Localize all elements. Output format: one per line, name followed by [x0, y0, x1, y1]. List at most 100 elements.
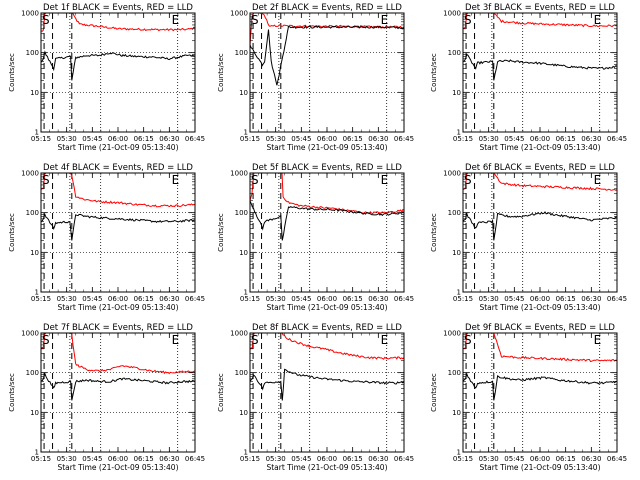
- panel-title: Det 8f BLACK = Events, RED = LLD: [252, 323, 402, 333]
- x-tick-label: 05:45: [291, 135, 311, 143]
- detector-panel-5: Det 5f BLACK = Events, RED = LLD 1 10 100 10…: [217, 163, 414, 312]
- detector-panel-3: Det 3f BLACK = Events, RED = LLD 1 10 100 10…: [430, 3, 627, 152]
- x-tick-label: 06:30: [581, 295, 601, 303]
- plot-frame: [40, 12, 196, 133]
- y-tick-label: 10: [239, 249, 248, 257]
- start-marker: S: [251, 333, 259, 347]
- plot-frame: [462, 172, 618, 293]
- x-tick-label: 05:15: [240, 295, 260, 303]
- x-axis-label: Start Time (21-Oct-09 05:13:40): [57, 463, 178, 472]
- x-tick-label: 05:30: [57, 135, 77, 143]
- y-tick-label: 100: [235, 369, 248, 377]
- y-tick-label: 1: [35, 449, 39, 457]
- y-tick-label: 100: [26, 49, 39, 57]
- series-line-events: [40, 50, 196, 81]
- y-tick-label: 1000: [230, 10, 248, 18]
- x-tick-label: 06:45: [394, 455, 414, 463]
- end-marker: E: [594, 13, 602, 27]
- y-axis-label: Counts/sec: [430, 213, 438, 252]
- x-tick-label: 05:15: [453, 295, 473, 303]
- x-tick-label: 06:15: [134, 455, 154, 463]
- x-tick-label: 05:45: [504, 455, 524, 463]
- series-line-events: [462, 372, 617, 401]
- y-tick-label: 1: [457, 129, 461, 137]
- y-tick-label: 100: [448, 369, 461, 377]
- series-line-events: [249, 200, 405, 241]
- y-tick-label: 100: [448, 209, 461, 217]
- x-tick-label: 06:15: [134, 295, 154, 303]
- x-tick-label: 05:30: [57, 295, 77, 303]
- x-tick-label: 05:30: [479, 135, 499, 143]
- x-axis-label: Start Time (21-Oct-09 05:13:40): [479, 463, 600, 472]
- y-tick-label: 1: [35, 129, 39, 137]
- y-axis-label: Counts/sec: [217, 373, 225, 412]
- y-tick-label: 100: [26, 369, 39, 377]
- y-tick-label: 10: [30, 409, 39, 417]
- x-tick-label: 05:45: [504, 135, 524, 143]
- panel-title: Det 5f BLACK = Events, RED = LLD: [252, 163, 402, 173]
- end-marker: E: [172, 333, 180, 347]
- y-tick-label: 10: [452, 249, 461, 257]
- end-marker: E: [594, 173, 602, 187]
- panel-title: Det 6f BLACK = Events, RED = LLD: [465, 163, 615, 173]
- y-tick-label: 1000: [21, 10, 39, 18]
- start-marker: S: [42, 333, 50, 347]
- y-tick-label: 100: [448, 49, 461, 57]
- x-tick-label: 06:00: [317, 455, 337, 463]
- detector-panel-6: Det 6f BLACK = Events, RED = LLD 1 10 100 10…: [430, 163, 627, 312]
- plot-frame: [462, 332, 618, 453]
- x-tick-label: 06:00: [317, 295, 337, 303]
- y-tick-label: 1: [244, 449, 248, 457]
- y-tick-label: 10: [239, 89, 248, 97]
- y-tick-label: 1: [244, 289, 248, 297]
- end-marker: E: [172, 13, 180, 27]
- detector-panel-9: Det 9f BLACK = Events, RED = LLD 1 10 100 10…: [430, 323, 627, 472]
- x-tick-label: 05:30: [479, 295, 499, 303]
- x-axis-label: Start Time (21-Oct-09 05:13:40): [479, 303, 600, 312]
- series-line-events: [462, 211, 618, 241]
- y-tick-label: 1000: [443, 330, 461, 338]
- start-marker: S: [251, 173, 259, 187]
- y-tick-label: 10: [30, 249, 39, 257]
- x-axis-label: Start Time (21-Oct-09 05:13:40): [266, 143, 387, 152]
- x-tick-label: 05:15: [31, 455, 51, 463]
- x-tick-label: 06:00: [108, 295, 128, 303]
- plot-frame: [249, 12, 405, 133]
- panel-title: Det 7f BLACK = Events, RED = LLD: [43, 323, 193, 333]
- plot-frame: [462, 12, 618, 133]
- x-tick-label: 06:00: [530, 455, 550, 463]
- plot-frame: [40, 172, 196, 293]
- x-tick-label: 05:30: [479, 455, 499, 463]
- x-tick-label: 06:45: [185, 455, 205, 463]
- x-tick-label: 06:00: [108, 135, 128, 143]
- x-tick-label: 05:15: [31, 135, 51, 143]
- detector-panel-4: Det 4f BLACK = Events, RED = LLD 1 10 100 10…: [8, 163, 205, 312]
- panel-title: Det 2f BLACK = Events, RED = LLD: [252, 3, 402, 13]
- x-tick-label: 06:45: [185, 295, 205, 303]
- x-tick-label: 06:15: [556, 455, 576, 463]
- x-tick-label: 05:45: [291, 295, 311, 303]
- y-tick-label: 1000: [230, 330, 248, 338]
- x-tick-label: 05:45: [82, 455, 102, 463]
- y-tick-label: 1000: [230, 170, 248, 178]
- x-tick-label: 05:15: [31, 295, 51, 303]
- y-tick-label: 10: [30, 89, 39, 97]
- detector-panel-7: Det 7f BLACK = Events, RED = LLD 1 10 100 10…: [8, 323, 205, 472]
- start-marker: S: [42, 173, 50, 187]
- x-tick-label: 06:30: [368, 135, 388, 143]
- x-axis-label: Start Time (21-Oct-09 05:13:40): [57, 303, 178, 312]
- detector-panel-8: Det 8f BLACK = Events, RED = LLD 1 10 100 10…: [217, 323, 414, 472]
- x-tick-label: 06:15: [343, 135, 363, 143]
- y-tick-label: 10: [452, 89, 461, 97]
- y-tick-label: 1: [244, 129, 248, 137]
- end-marker: E: [381, 13, 389, 27]
- y-axis-label: Counts/sec: [430, 373, 438, 412]
- x-tick-label: 06:30: [159, 135, 179, 143]
- y-tick-label: 1000: [21, 170, 39, 178]
- end-marker: E: [381, 333, 389, 347]
- series-line-events: [40, 372, 196, 401]
- x-tick-label: 06:30: [159, 455, 179, 463]
- x-tick-label: 06:30: [159, 295, 179, 303]
